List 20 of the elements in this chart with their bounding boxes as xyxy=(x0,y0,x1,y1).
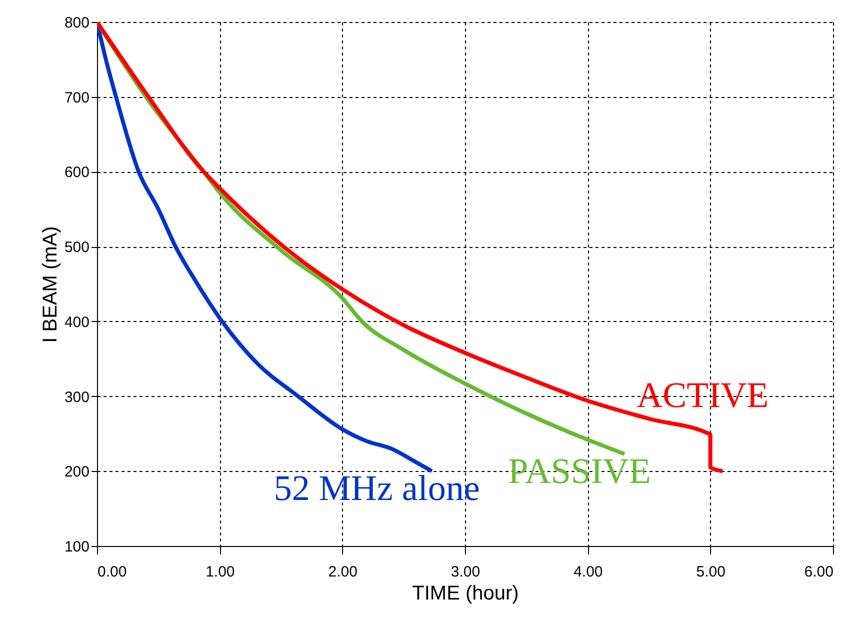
x-tick-label: 2.00 xyxy=(328,564,358,580)
series-label: 52 MHz alone xyxy=(274,468,480,508)
x-tick-label: 6.00 xyxy=(804,564,834,580)
x-tick-label: 4.00 xyxy=(574,564,603,580)
x-tick-label: 3.00 xyxy=(450,564,480,580)
x-tick-label: 0.00 xyxy=(98,564,127,580)
y-tick-label: 200 xyxy=(64,464,90,481)
x-tick-label: 5.00 xyxy=(696,564,726,580)
series-label: ACTIVE xyxy=(636,375,769,416)
x-axis-title: TIME (hour) xyxy=(412,582,519,604)
series-label: PASSIVE xyxy=(508,450,651,491)
y-tick-label: 700 xyxy=(64,89,90,106)
y-tick-label: 100 xyxy=(64,538,90,556)
y-tick-label: 800 xyxy=(64,14,90,32)
y-tick-label: 300 xyxy=(64,388,90,406)
y-tick-label: 600 xyxy=(64,164,90,182)
y-tick-label: 500 xyxy=(64,239,90,256)
y-axis-title: I BEAM (mA) xyxy=(39,226,62,343)
x-tick-label: 1.00 xyxy=(206,564,235,580)
y-tick-label: 400 xyxy=(64,314,90,331)
